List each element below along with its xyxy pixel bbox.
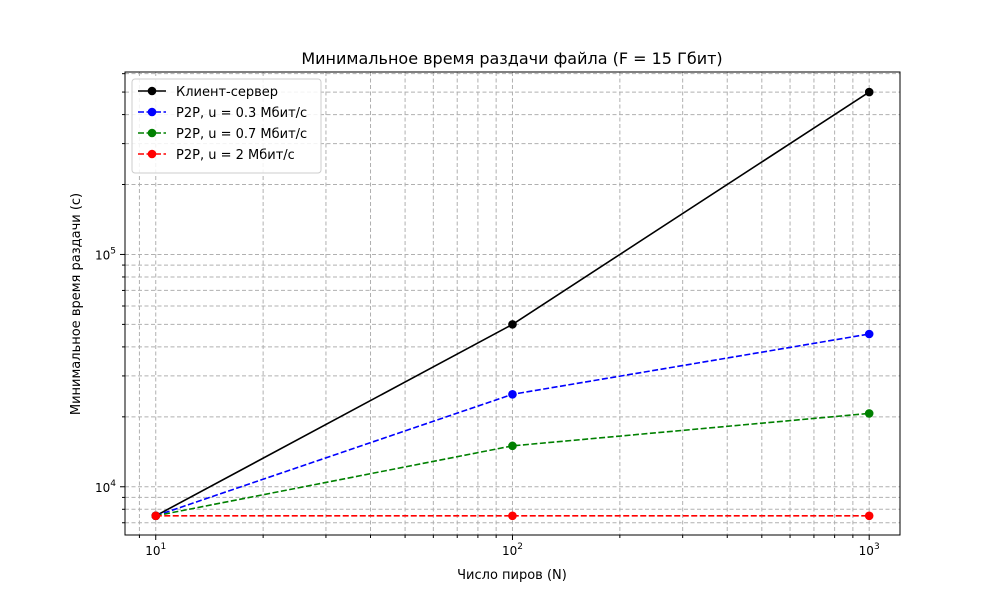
x-tick-label-exponent: 1 [161, 542, 167, 552]
legend-marker [147, 128, 157, 138]
series-4 [151, 511, 874, 521]
legend-marker [147, 107, 157, 117]
data-point [864, 511, 874, 521]
data-point [151, 511, 161, 521]
legend-box [131, 78, 322, 174]
y-tick-label-exponent: 5 [110, 246, 116, 256]
x-tick-label-exponent: 2 [517, 542, 523, 552]
data-point [864, 87, 874, 97]
legend-entry: P2P, u = 2 Мбит/с [138, 148, 295, 163]
data-point [508, 441, 517, 451]
x-tick-label: 102 [502, 542, 523, 558]
data-point [508, 320, 517, 329]
data-point [864, 329, 874, 339]
x-tick-label: 103 [859, 542, 880, 558]
legend-label: P2P, u = 0.3 Мбит/с [176, 106, 307, 121]
legend-marker [147, 86, 157, 96]
data-point [508, 511, 517, 521]
x-tick-label-base: 10 [859, 544, 874, 558]
y-tick-label-base: 10 [95, 481, 110, 495]
x-tick-label-base: 10 [502, 544, 517, 558]
y-tick-label-exponent: 4 [110, 479, 116, 489]
series-layer [151, 87, 874, 521]
legend-entry: Клиент-сервер [138, 85, 278, 100]
y-axis-label: Минимальное время раздачи (с) [69, 193, 84, 415]
y-tick-label: 104 [95, 479, 116, 495]
x-tick-label: 101 [145, 542, 166, 558]
legend-label: P2P, u = 2 Мбит/с [176, 148, 295, 163]
legend-entry: P2P, u = 0.3 Мбит/с [138, 106, 307, 121]
y-tick-label: 105 [95, 246, 116, 262]
legend-marker [147, 149, 157, 159]
legend-label: P2P, u = 0.7 Мбит/с [176, 127, 307, 142]
x-axis-label: Число пиров (N) [457, 568, 567, 583]
data-point [864, 409, 874, 418]
series-line [155, 412, 870, 517]
x-tick-label-exponent: 3 [874, 542, 880, 552]
x-tick-label-base: 10 [145, 544, 160, 558]
legend: Клиент-сервер P2P, u = 0.3 Мбит/с P2P, u =… [131, 78, 322, 174]
legend-label: Клиент-сервер [176, 85, 278, 100]
data-point [508, 390, 517, 399]
y-tick-label-base: 10 [95, 248, 110, 262]
legend-entry: P2P, u = 0.7 Мбит/с [138, 127, 307, 142]
grid [125, 72, 900, 535]
chart-title: Минимальное время раздачи файла (F = 15 … [301, 49, 722, 68]
